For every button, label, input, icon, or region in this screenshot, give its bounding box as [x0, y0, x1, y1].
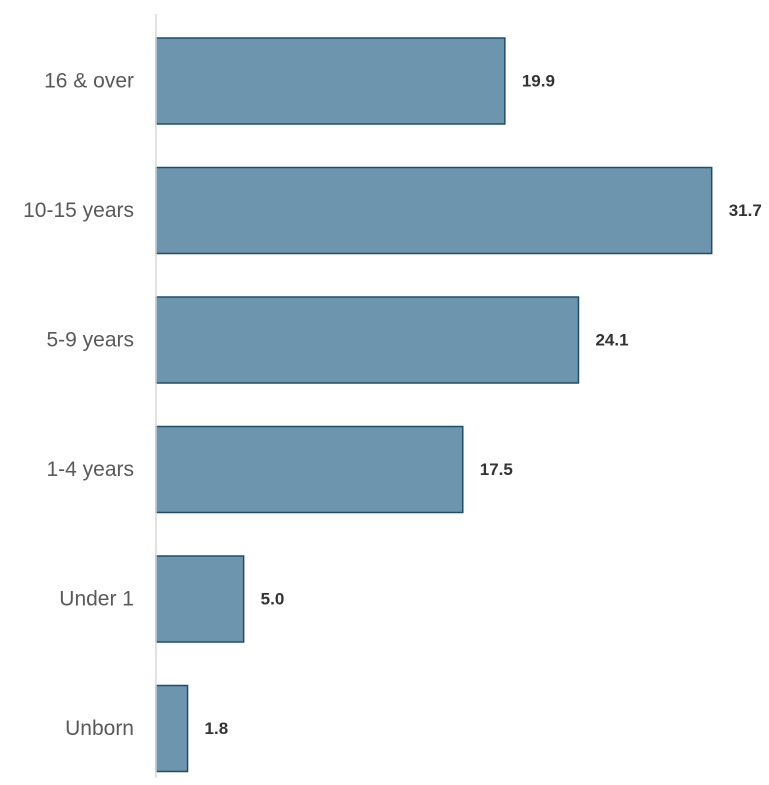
value-label-10-15-years: 31.7	[729, 201, 762, 220]
bar-10-15-years	[155, 166, 713, 255]
bar-1-4-years	[155, 425, 464, 514]
value-label-1-4-years: 17.5	[480, 460, 513, 479]
category-label-unborn: Unborn	[65, 717, 134, 740]
category-label-16-and-over: 16 & over	[44, 70, 134, 93]
value-label-5-9-years: 24.1	[595, 331, 628, 350]
bars-group	[155, 37, 713, 773]
bar-5-9-years	[155, 296, 580, 384]
value-label-under-1: 5.0	[261, 590, 285, 609]
category-label-10-15-years: 10-15 years	[23, 199, 134, 222]
bar-16-and-over	[155, 37, 506, 125]
bar-unborn	[155, 684, 189, 773]
category-label-5-9-years: 5-9 years	[46, 329, 134, 352]
category-label-1-4-years: 1-4 years	[46, 458, 134, 481]
labels-group: 16 & over 19.9 10-15 years 31.7 5-9 years 24.…	[23, 70, 762, 741]
value-label-16-and-over: 19.9	[522, 72, 555, 91]
category-label-under-1: Under 1	[59, 588, 134, 611]
value-label-unborn: 1.8	[205, 719, 229, 738]
bar-under-1	[155, 555, 245, 643]
